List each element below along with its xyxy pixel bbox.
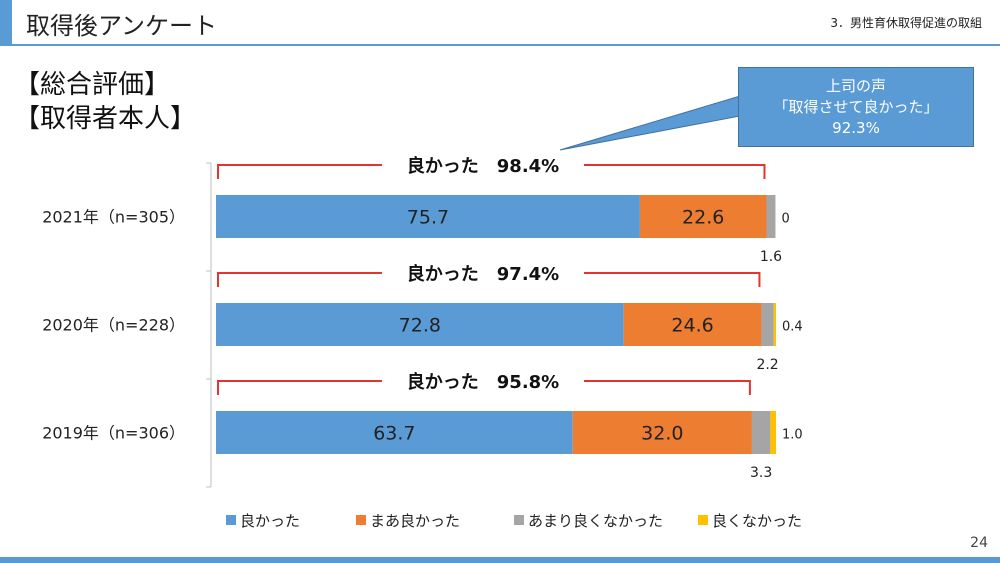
bar-segment bbox=[773, 303, 776, 346]
bracket-annotation: 良かった 95.8% bbox=[407, 371, 559, 393]
bar-segment bbox=[216, 303, 624, 346]
bar-segment bbox=[572, 411, 752, 454]
legend-swatch bbox=[698, 515, 708, 525]
bar-segment bbox=[751, 411, 771, 454]
bracket-annotation: 良かった 97.4% bbox=[407, 263, 559, 285]
data-label: 72.8 bbox=[399, 315, 441, 337]
legend-label: 良かった bbox=[240, 511, 301, 530]
callout-line-3: 92.3% bbox=[832, 119, 880, 137]
legend-label: 良くなかった bbox=[712, 511, 803, 530]
legend-item-amari-yokunakatta: あまり良くなかった bbox=[514, 510, 663, 530]
data-label: 75.7 bbox=[407, 207, 449, 229]
legend-item-maa-yokatta: まあ良かった bbox=[356, 510, 460, 530]
heading-overall-evaluation: 【総合評価】 bbox=[14, 70, 171, 100]
bracket-line-right bbox=[584, 164, 766, 179]
bar-segment bbox=[216, 195, 640, 238]
data-label: 32.0 bbox=[641, 423, 683, 445]
data-label: 0 bbox=[781, 212, 789, 227]
bar-segment bbox=[761, 303, 774, 346]
data-label: 0.4 bbox=[782, 320, 803, 335]
data-label: 1.6 bbox=[760, 249, 782, 265]
title-bar: 取得後アンケート 3．男性育休取得促進の取組 bbox=[0, 0, 1000, 44]
title-divider bbox=[0, 44, 1000, 46]
bar-segment bbox=[639, 195, 767, 238]
legend-item-yokunakatta: 良くなかった bbox=[698, 510, 802, 530]
slide-title: 取得後アンケート bbox=[26, 12, 218, 40]
bar-segment bbox=[216, 411, 573, 454]
legend-label: まあ良かった bbox=[370, 511, 461, 530]
callout-box: 上司の声 「取得させて良かった」 92.3% bbox=[738, 67, 974, 147]
bracket-line-left bbox=[217, 272, 382, 287]
bracket-line-right bbox=[584, 380, 751, 395]
category-label: 2021年（n=305） bbox=[42, 208, 185, 227]
data-label: 22.6 bbox=[682, 207, 724, 229]
legend-swatch bbox=[514, 515, 524, 525]
data-label: 1.0 bbox=[782, 428, 803, 443]
section-label: 3．男性育休取得促進の取組 bbox=[830, 16, 982, 30]
bracket-annotation: 良かった 98.4% bbox=[407, 155, 559, 177]
category-label: 2019年（n=306） bbox=[42, 424, 185, 443]
data-label: 63.7 bbox=[373, 423, 415, 445]
bar-segment bbox=[623, 303, 762, 346]
data-label: 2.2 bbox=[756, 357, 778, 373]
category-label: 2020年（n=228） bbox=[42, 316, 185, 335]
legend-swatch bbox=[226, 515, 236, 525]
legend-label: あまり良くなかった bbox=[528, 511, 664, 530]
callout-line-1: 上司の声 bbox=[825, 77, 886, 95]
page-number: 24 bbox=[970, 535, 988, 551]
callout-line-2: 「取得させて良かった」 bbox=[773, 98, 939, 116]
bracket-line-left bbox=[217, 380, 382, 395]
bracket-line-right bbox=[584, 272, 761, 287]
legend-item-yokatta: 良かった bbox=[226, 510, 300, 530]
data-label: 24.6 bbox=[671, 315, 713, 337]
bar-segment bbox=[766, 195, 776, 238]
footer-line bbox=[0, 557, 1000, 563]
bar-segment bbox=[770, 411, 776, 454]
heading-respondent: 【取得者本人】 bbox=[14, 104, 197, 134]
legend-swatch bbox=[356, 515, 366, 525]
callout-pointer bbox=[559, 95, 741, 151]
data-label: 3.3 bbox=[750, 465, 772, 481]
title-accent bbox=[0, 0, 12, 44]
bracket-line-left bbox=[217, 164, 382, 179]
